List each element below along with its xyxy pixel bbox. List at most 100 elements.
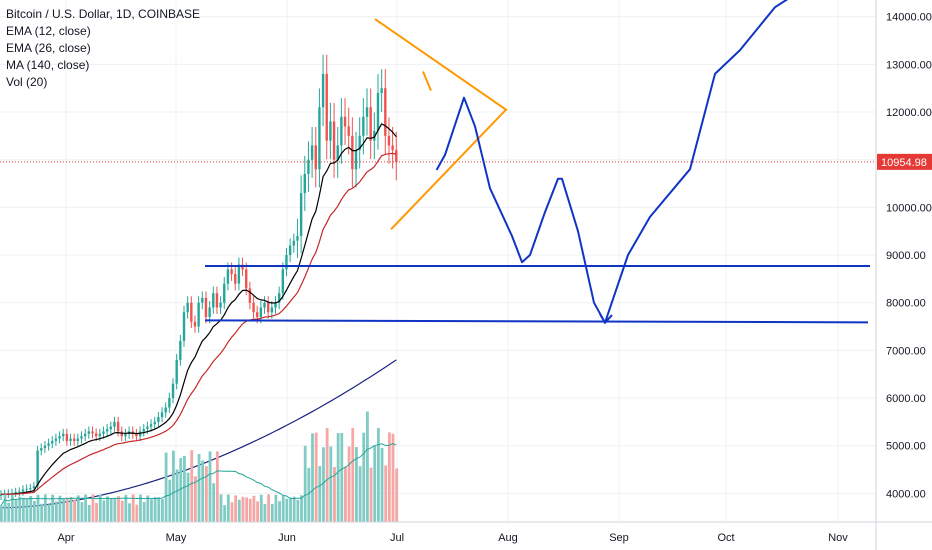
legend-ema12[interactable]: EMA (12, close) — [6, 24, 91, 38]
legend-ema26[interactable]: EMA (26, close) — [6, 41, 91, 55]
volume-bar — [18, 496, 22, 522]
volume-bar — [32, 501, 36, 522]
candle-body — [325, 73, 328, 141]
candle-body — [153, 421, 156, 425]
volume-bar — [47, 504, 51, 522]
candle-body — [347, 126, 350, 136]
projection-path[interactable] — [436, 0, 790, 324]
candle-body — [102, 431, 105, 434]
volume-bar — [362, 432, 366, 522]
candle-body — [197, 302, 200, 327]
candle-body — [343, 116, 347, 127]
candle-body — [252, 302, 255, 313]
candle-body — [157, 417, 160, 422]
volume-bar — [124, 494, 128, 522]
candle-body — [135, 433, 138, 437]
candle-body — [223, 283, 226, 303]
volume-bar — [278, 501, 281, 522]
candle-body — [314, 145, 317, 170]
triangle-inner-line[interactable] — [422, 71, 432, 91]
candle-body — [380, 88, 383, 93]
candle-body — [91, 431, 94, 434]
candle-body — [69, 438, 72, 441]
volume-bar — [3, 494, 7, 522]
grid — [0, 0, 876, 522]
volume-bar — [329, 446, 333, 522]
volume-bar — [65, 497, 69, 522]
candle-body — [83, 433, 87, 437]
volume-bar — [197, 454, 201, 522]
volume-bar — [369, 467, 373, 522]
volume-bar — [267, 494, 270, 522]
volume-bar — [384, 465, 388, 522]
candle-body — [14, 491, 17, 493]
ema12-line — [0, 123, 397, 495]
volume-bar — [351, 428, 355, 522]
volume-bar — [376, 428, 380, 522]
volume-bar — [51, 494, 55, 522]
volume-bar — [73, 499, 76, 522]
candle-body — [51, 440, 54, 444]
candle-body — [171, 383, 175, 399]
candle-body — [234, 274, 237, 284]
candle-body — [362, 116, 365, 136]
candle-body — [138, 431, 142, 437]
volume-bar — [146, 495, 150, 522]
candle-body — [76, 438, 80, 441]
volume-bar — [204, 466, 208, 522]
candle-body — [259, 307, 263, 318]
candle-body — [204, 297, 208, 318]
volume-bar — [270, 503, 274, 522]
projection-arrowhead[interactable] — [599, 313, 613, 325]
price-axis-label: 12000.00 — [886, 107, 932, 119]
volume-bar — [311, 433, 314, 522]
support-level-line[interactable] — [204, 319, 869, 324]
volume-bar — [333, 467, 336, 522]
candle-body — [190, 302, 193, 322]
volume-bar — [150, 499, 153, 522]
candle-body — [245, 269, 248, 289]
candle-body — [219, 302, 222, 308]
volume-bar — [215, 451, 219, 522]
volume-bar — [281, 495, 285, 522]
volume-bar — [373, 446, 377, 522]
legend-ma140[interactable]: MA (140, close) — [6, 58, 90, 72]
candle-body — [160, 412, 164, 418]
legend-volume[interactable]: Vol (20) — [6, 75, 48, 89]
candle-body — [120, 431, 123, 437]
volume-bar — [344, 466, 347, 522]
candle-body — [208, 307, 211, 318]
volume-bar — [223, 505, 227, 522]
time-axis-label: Oct — [717, 532, 734, 544]
volume-bar — [179, 458, 183, 522]
price-axis-label: 5000.00 — [886, 441, 926, 453]
volume-bar — [263, 504, 267, 522]
candle-body — [358, 135, 361, 151]
volume-bar — [296, 499, 300, 522]
volume-bar — [395, 468, 399, 522]
volume-bar — [190, 450, 194, 522]
candle-body — [248, 288, 252, 303]
candle-body — [124, 433, 127, 437]
candle-body — [226, 269, 230, 284]
volume-bar — [120, 500, 124, 522]
volume-bar — [87, 504, 91, 522]
volume-bar — [183, 455, 186, 522]
volume-bar — [7, 502, 11, 522]
candle-body — [40, 448, 43, 451]
candle-body — [387, 135, 391, 146]
candle-body — [43, 445, 47, 449]
triangle-pattern[interactable] — [374, 18, 508, 230]
candle-body — [329, 121, 332, 141]
candle-body — [142, 429, 145, 432]
candle-body — [201, 297, 204, 303]
volume-bar — [274, 494, 278, 522]
volume-bar — [0, 505, 3, 522]
volume-bar — [322, 447, 325, 522]
candle-body — [73, 438, 76, 441]
volume-bar — [366, 411, 369, 522]
candle-body — [0, 494, 3, 496]
time-axis-label: Sep — [609, 532, 629, 544]
volume-bar — [208, 451, 212, 522]
